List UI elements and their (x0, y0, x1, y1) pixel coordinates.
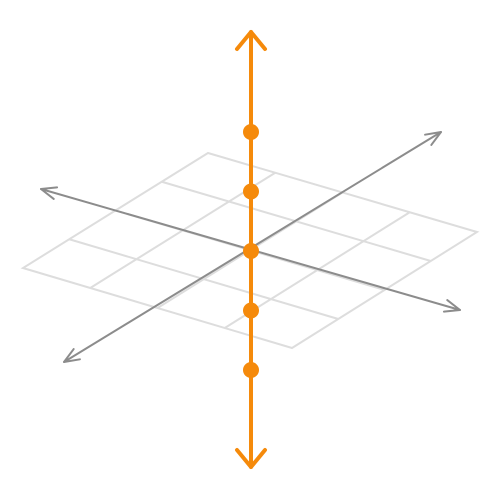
vertical-axis-arrow-bottom (235, 448, 267, 469)
horizontal-axis-a-arrow-start (40, 186, 59, 200)
axis-point-5 (243, 362, 259, 378)
axis-point-1 (243, 124, 259, 140)
horizontal-axis-a-arrow-end (442, 299, 461, 313)
axis-point-4 (243, 302, 259, 319)
grid-plane-outline (20, 151, 480, 350)
axis-point-3 (243, 243, 259, 259)
horizontal-axis-b-arrow-start (63, 348, 81, 363)
vertical-axis-points (243, 124, 259, 378)
axis-point-2 (243, 183, 259, 200)
horizontal-axis-b-arrow-end (424, 131, 442, 146)
vertical-axis-arrow-top (235, 30, 267, 51)
